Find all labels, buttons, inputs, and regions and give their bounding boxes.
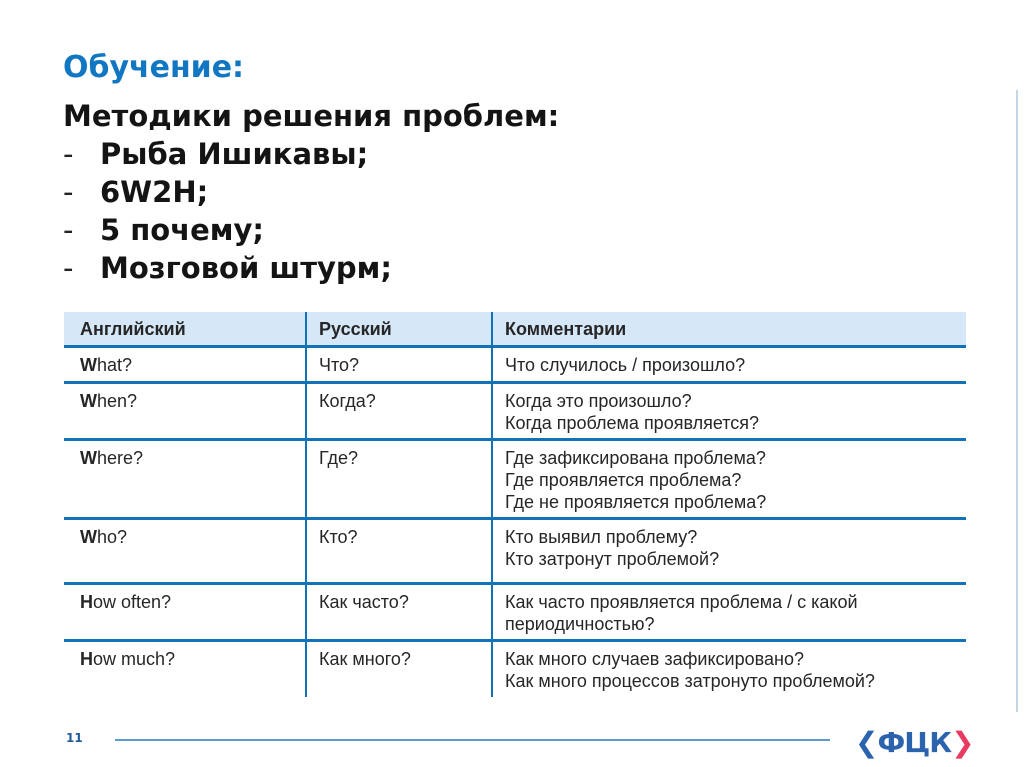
list-dash: - xyxy=(63,251,74,285)
list-item-label: Рыба Ишикавы; xyxy=(100,137,369,171)
comment-line: Что случилось / произошло? xyxy=(505,355,746,375)
table-cell-english: Who? xyxy=(64,520,307,582)
table-cell-comments: Когда это произошло? Когда проблема прояв… xyxy=(493,384,966,438)
table-cell-comments: Кто выявил проблему? Кто затронут проблем… xyxy=(493,520,966,582)
logo-left-bracket-icon: ❮ xyxy=(855,726,878,759)
table-cell-russian: Как много? xyxy=(307,642,493,697)
table-cell-russian: Где? xyxy=(307,441,493,517)
methods-list: - Рыба Ишикавы; -6W2H; -5 почему; - Мозговой … xyxy=(63,135,559,287)
table-cell-comments: Где зафиксирована проблема? Где проявляет… xyxy=(493,441,966,517)
table-row: When? Когда? Когда это произошло? Когда про… xyxy=(64,384,966,441)
table-row: What? Что? Что случилось / произошло? xyxy=(64,348,966,384)
english-rest: here? xyxy=(97,448,144,468)
english-initial: H xyxy=(80,649,93,669)
methods-block: Методики решения проблем: - Рыба Ишикавы;… xyxy=(63,97,559,287)
table-cell-english: When? xyxy=(64,384,307,438)
english-rest: ow much? xyxy=(93,649,176,669)
table-cell-comments: Как часто проявляется проблема / с какой… xyxy=(493,585,966,639)
english-rest: ho? xyxy=(97,527,128,547)
list-item-label: 5 почему; xyxy=(100,213,265,247)
table-cell-english: What? xyxy=(64,348,307,381)
english-rest: hen? xyxy=(97,391,138,411)
list-dash: - xyxy=(63,137,74,171)
comment-line: Где не проявляется проблема? xyxy=(505,492,767,512)
fck-logo: ❮ФЦК❯ xyxy=(855,726,975,759)
comment-line: Когда проблема проявляется? xyxy=(505,413,760,433)
comment-line: Где зафиксирована проблема? xyxy=(505,448,766,468)
comment-line: Когда это произошло? xyxy=(505,391,692,411)
english-initial: W xyxy=(80,355,97,375)
comment-line: Как много процессов затронуто проблемой? xyxy=(505,671,875,691)
list-item-label: Мозговой штурм; xyxy=(100,251,392,285)
table-row: Who? Кто? Кто выявил проблему? Кто затронут… xyxy=(64,520,966,585)
table-header-cell: Русский xyxy=(307,312,493,345)
comment-line: Кто выявил проблему? xyxy=(505,527,698,547)
english-rest: ow often? xyxy=(93,592,172,612)
list-dash: - xyxy=(63,213,74,247)
table-cell-russian: Как часто? xyxy=(307,585,493,639)
table-header-row: Английский Русский Комментарии xyxy=(64,312,966,348)
comment-line: Как много случаев зафиксировано? xyxy=(505,649,804,669)
table-cell-comments: Что случилось / произошло? xyxy=(493,348,966,381)
page-number: 11 xyxy=(66,731,83,745)
table-row: Where? Где? Где зафиксирована проблема? Где… xyxy=(64,441,966,520)
slide-title: Обучение: xyxy=(63,50,244,85)
english-rest: hat? xyxy=(97,355,133,375)
table-header-cell: Комментарии xyxy=(505,319,627,339)
slide-title-text: Обучение: xyxy=(63,50,245,85)
table-cell-comments: Как много случаев зафиксировано? Как мног… xyxy=(493,642,966,697)
list-item: -5 почему; xyxy=(63,211,559,249)
comment-line: Кто затронут проблемой? xyxy=(505,549,720,569)
english-initial: W xyxy=(80,527,97,547)
table-cell-russian: Кто? xyxy=(307,520,493,582)
english-initial: W xyxy=(80,448,97,468)
english-initial: W xyxy=(80,391,97,411)
english-initial: H xyxy=(80,592,93,612)
methods-heading: Методики решения проблем: xyxy=(63,99,560,133)
list-item-label: 6W2H; xyxy=(100,175,209,209)
list-item: - Мозговой штурм; xyxy=(63,249,559,287)
table-row: How much? Как много? Как много случаев заф… xyxy=(64,642,966,697)
table-cell-english: How often? xyxy=(64,585,307,639)
comment-line: Как часто проявляется проблема / с какой xyxy=(505,592,858,612)
logo-text: ФЦК xyxy=(877,726,952,759)
table-cell-russian: Что? xyxy=(307,348,493,381)
table-cell-english: How much? xyxy=(64,642,307,697)
comment-line: Где проявляется проблема? xyxy=(505,470,742,490)
list-dash: - xyxy=(63,175,74,209)
footer-divider xyxy=(115,739,830,741)
logo-right-bracket-icon: ❯ xyxy=(951,726,974,759)
list-item: - Рыба Ишикавы; xyxy=(63,135,559,173)
comment-line: периодичностью? xyxy=(505,614,655,634)
list-item: -6W2H; xyxy=(63,173,559,211)
table-cell-english: Where? xyxy=(64,441,307,517)
slide-right-accent-line xyxy=(1016,90,1018,712)
question-words-table: Английский Русский Комментарии What? Что? Что… xyxy=(64,312,966,697)
table-cell-russian: Когда? xyxy=(307,384,493,438)
table-row: How often? Как часто? Как часто проявляетс… xyxy=(64,585,966,642)
table-header-cell: Английский xyxy=(64,312,307,345)
